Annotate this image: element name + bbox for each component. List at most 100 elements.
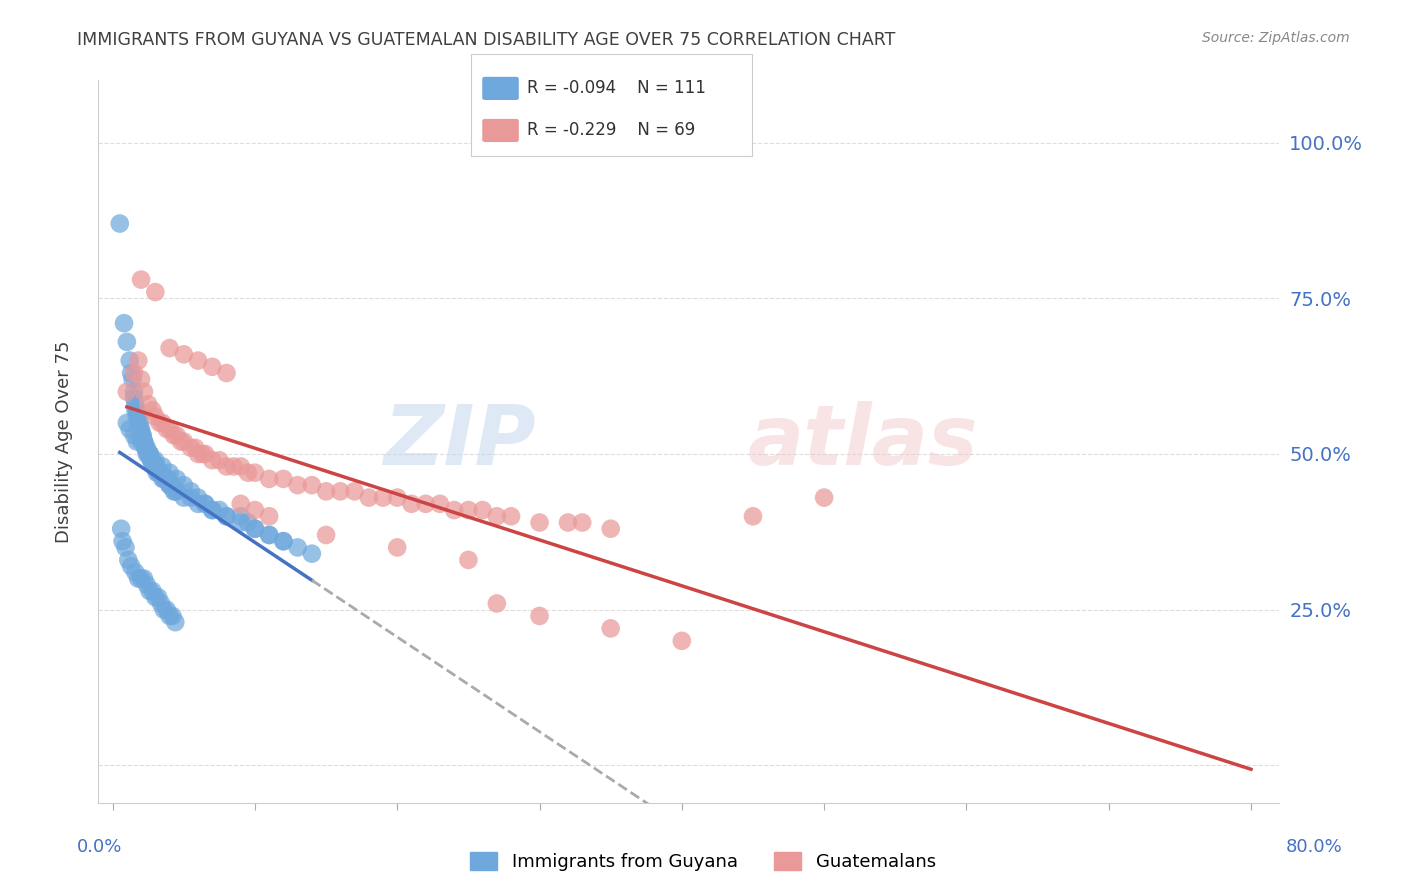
Point — [159, 478, 181, 492]
Point — [201, 503, 224, 517]
Point — [128, 422, 150, 436]
Point — [125, 409, 148, 424]
Point — [187, 447, 209, 461]
Point — [557, 516, 579, 530]
Point — [148, 591, 170, 605]
Point — [141, 403, 163, 417]
Point — [257, 509, 280, 524]
Point — [301, 547, 323, 561]
Point — [243, 503, 266, 517]
Point — [180, 491, 202, 505]
Legend: Immigrants from Guyana, Guatemalans: Immigrants from Guyana, Guatemalans — [463, 845, 943, 879]
Point — [162, 609, 184, 624]
Point — [343, 484, 366, 499]
Point — [141, 584, 163, 599]
Point — [117, 553, 139, 567]
Point — [813, 491, 835, 505]
Point — [125, 403, 148, 417]
Point — [138, 447, 160, 461]
Point — [257, 528, 280, 542]
Point — [162, 478, 184, 492]
Point — [118, 353, 141, 368]
Point — [599, 621, 621, 635]
Point — [112, 316, 135, 330]
Point — [201, 359, 224, 374]
Point — [131, 428, 153, 442]
Point — [129, 372, 152, 386]
Point — [156, 603, 179, 617]
Point — [315, 528, 337, 542]
Point — [143, 409, 166, 424]
Point — [671, 633, 693, 648]
Point — [132, 434, 155, 449]
Point — [115, 416, 138, 430]
Point — [180, 484, 202, 499]
Point — [124, 403, 146, 417]
Point — [571, 516, 593, 530]
Point — [136, 397, 159, 411]
Point — [194, 497, 217, 511]
Point — [120, 366, 142, 380]
Text: R = -0.229    N = 69: R = -0.229 N = 69 — [527, 121, 696, 139]
Point — [157, 472, 180, 486]
Point — [122, 428, 145, 442]
Point — [141, 453, 163, 467]
Text: Source: ZipAtlas.com: Source: ZipAtlas.com — [1202, 31, 1350, 45]
Point — [236, 466, 259, 480]
Point — [201, 453, 224, 467]
Point — [145, 466, 167, 480]
Point — [401, 497, 423, 511]
Point — [457, 553, 479, 567]
Point — [155, 472, 177, 486]
Point — [143, 591, 166, 605]
Point — [301, 478, 323, 492]
Point — [129, 272, 152, 286]
Point — [194, 447, 217, 461]
Point — [148, 466, 170, 480]
Point — [163, 484, 186, 499]
Point — [387, 541, 409, 555]
Point — [152, 416, 174, 430]
Point — [229, 497, 252, 511]
Point — [143, 285, 166, 299]
Point — [139, 453, 162, 467]
Point — [187, 353, 209, 368]
Point — [150, 466, 173, 480]
Point — [529, 609, 551, 624]
Point — [124, 397, 146, 411]
Point — [110, 522, 132, 536]
Point — [165, 615, 187, 630]
Point — [371, 491, 394, 505]
Point — [159, 609, 181, 624]
Point — [135, 447, 157, 461]
Point — [160, 478, 183, 492]
Point — [138, 447, 160, 461]
Point — [124, 566, 146, 580]
Point — [173, 434, 195, 449]
Point — [129, 572, 152, 586]
Point — [127, 416, 149, 430]
Point — [742, 509, 765, 524]
Point — [273, 534, 295, 549]
Point — [132, 434, 155, 449]
Point — [187, 491, 209, 505]
Point — [134, 441, 156, 455]
Point — [229, 516, 252, 530]
Point — [114, 541, 136, 555]
Point — [187, 497, 209, 511]
Point — [201, 503, 224, 517]
Point — [485, 597, 508, 611]
Point — [173, 491, 195, 505]
Text: 80.0%: 80.0% — [1286, 838, 1343, 856]
Point — [166, 428, 188, 442]
Point — [485, 509, 508, 524]
Point — [138, 447, 160, 461]
Point — [131, 428, 153, 442]
Point — [273, 472, 295, 486]
Point — [122, 366, 145, 380]
Point — [180, 441, 202, 455]
Point — [142, 459, 165, 474]
Point — [215, 366, 238, 380]
Point — [111, 534, 134, 549]
Point — [273, 534, 295, 549]
